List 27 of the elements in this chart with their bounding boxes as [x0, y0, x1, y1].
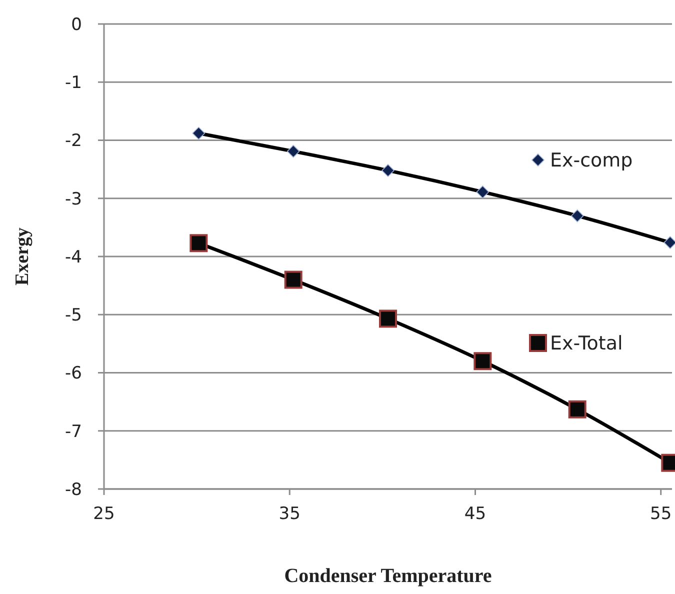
x-tick-label: 55 [650, 504, 672, 524]
y-tick-label: -8 [65, 480, 82, 500]
y-tick-label: -2 [65, 131, 82, 152]
point [192, 126, 206, 140]
y-tick-label: -4 [65, 247, 82, 268]
x-axis-title: Condenser Temperature [284, 565, 492, 587]
point [568, 400, 586, 418]
legend-label: Ex-Total [550, 332, 623, 355]
y-tick-label: -3 [65, 189, 82, 210]
x-tick-label: 45 [464, 504, 486, 524]
y-tick-label: -7 [65, 422, 82, 442]
point [284, 270, 302, 289]
legend-label: Ex-comp [550, 150, 633, 172]
point [379, 310, 397, 328]
y-tick-label: 0 [71, 14, 82, 35]
point [382, 164, 394, 177]
point [476, 186, 490, 198]
point [570, 209, 584, 222]
x-tick-label: 35 [278, 504, 300, 524]
point [474, 352, 492, 370]
y-tick-label: -1 [65, 73, 82, 94]
point [286, 144, 300, 158]
y-tick-label: -5 [65, 306, 82, 326]
point [190, 234, 208, 252]
x-tick-label: 25 [93, 504, 115, 524]
y-tick-label: -6 [65, 364, 82, 384]
y-axis-title: Exergy [12, 226, 33, 286]
